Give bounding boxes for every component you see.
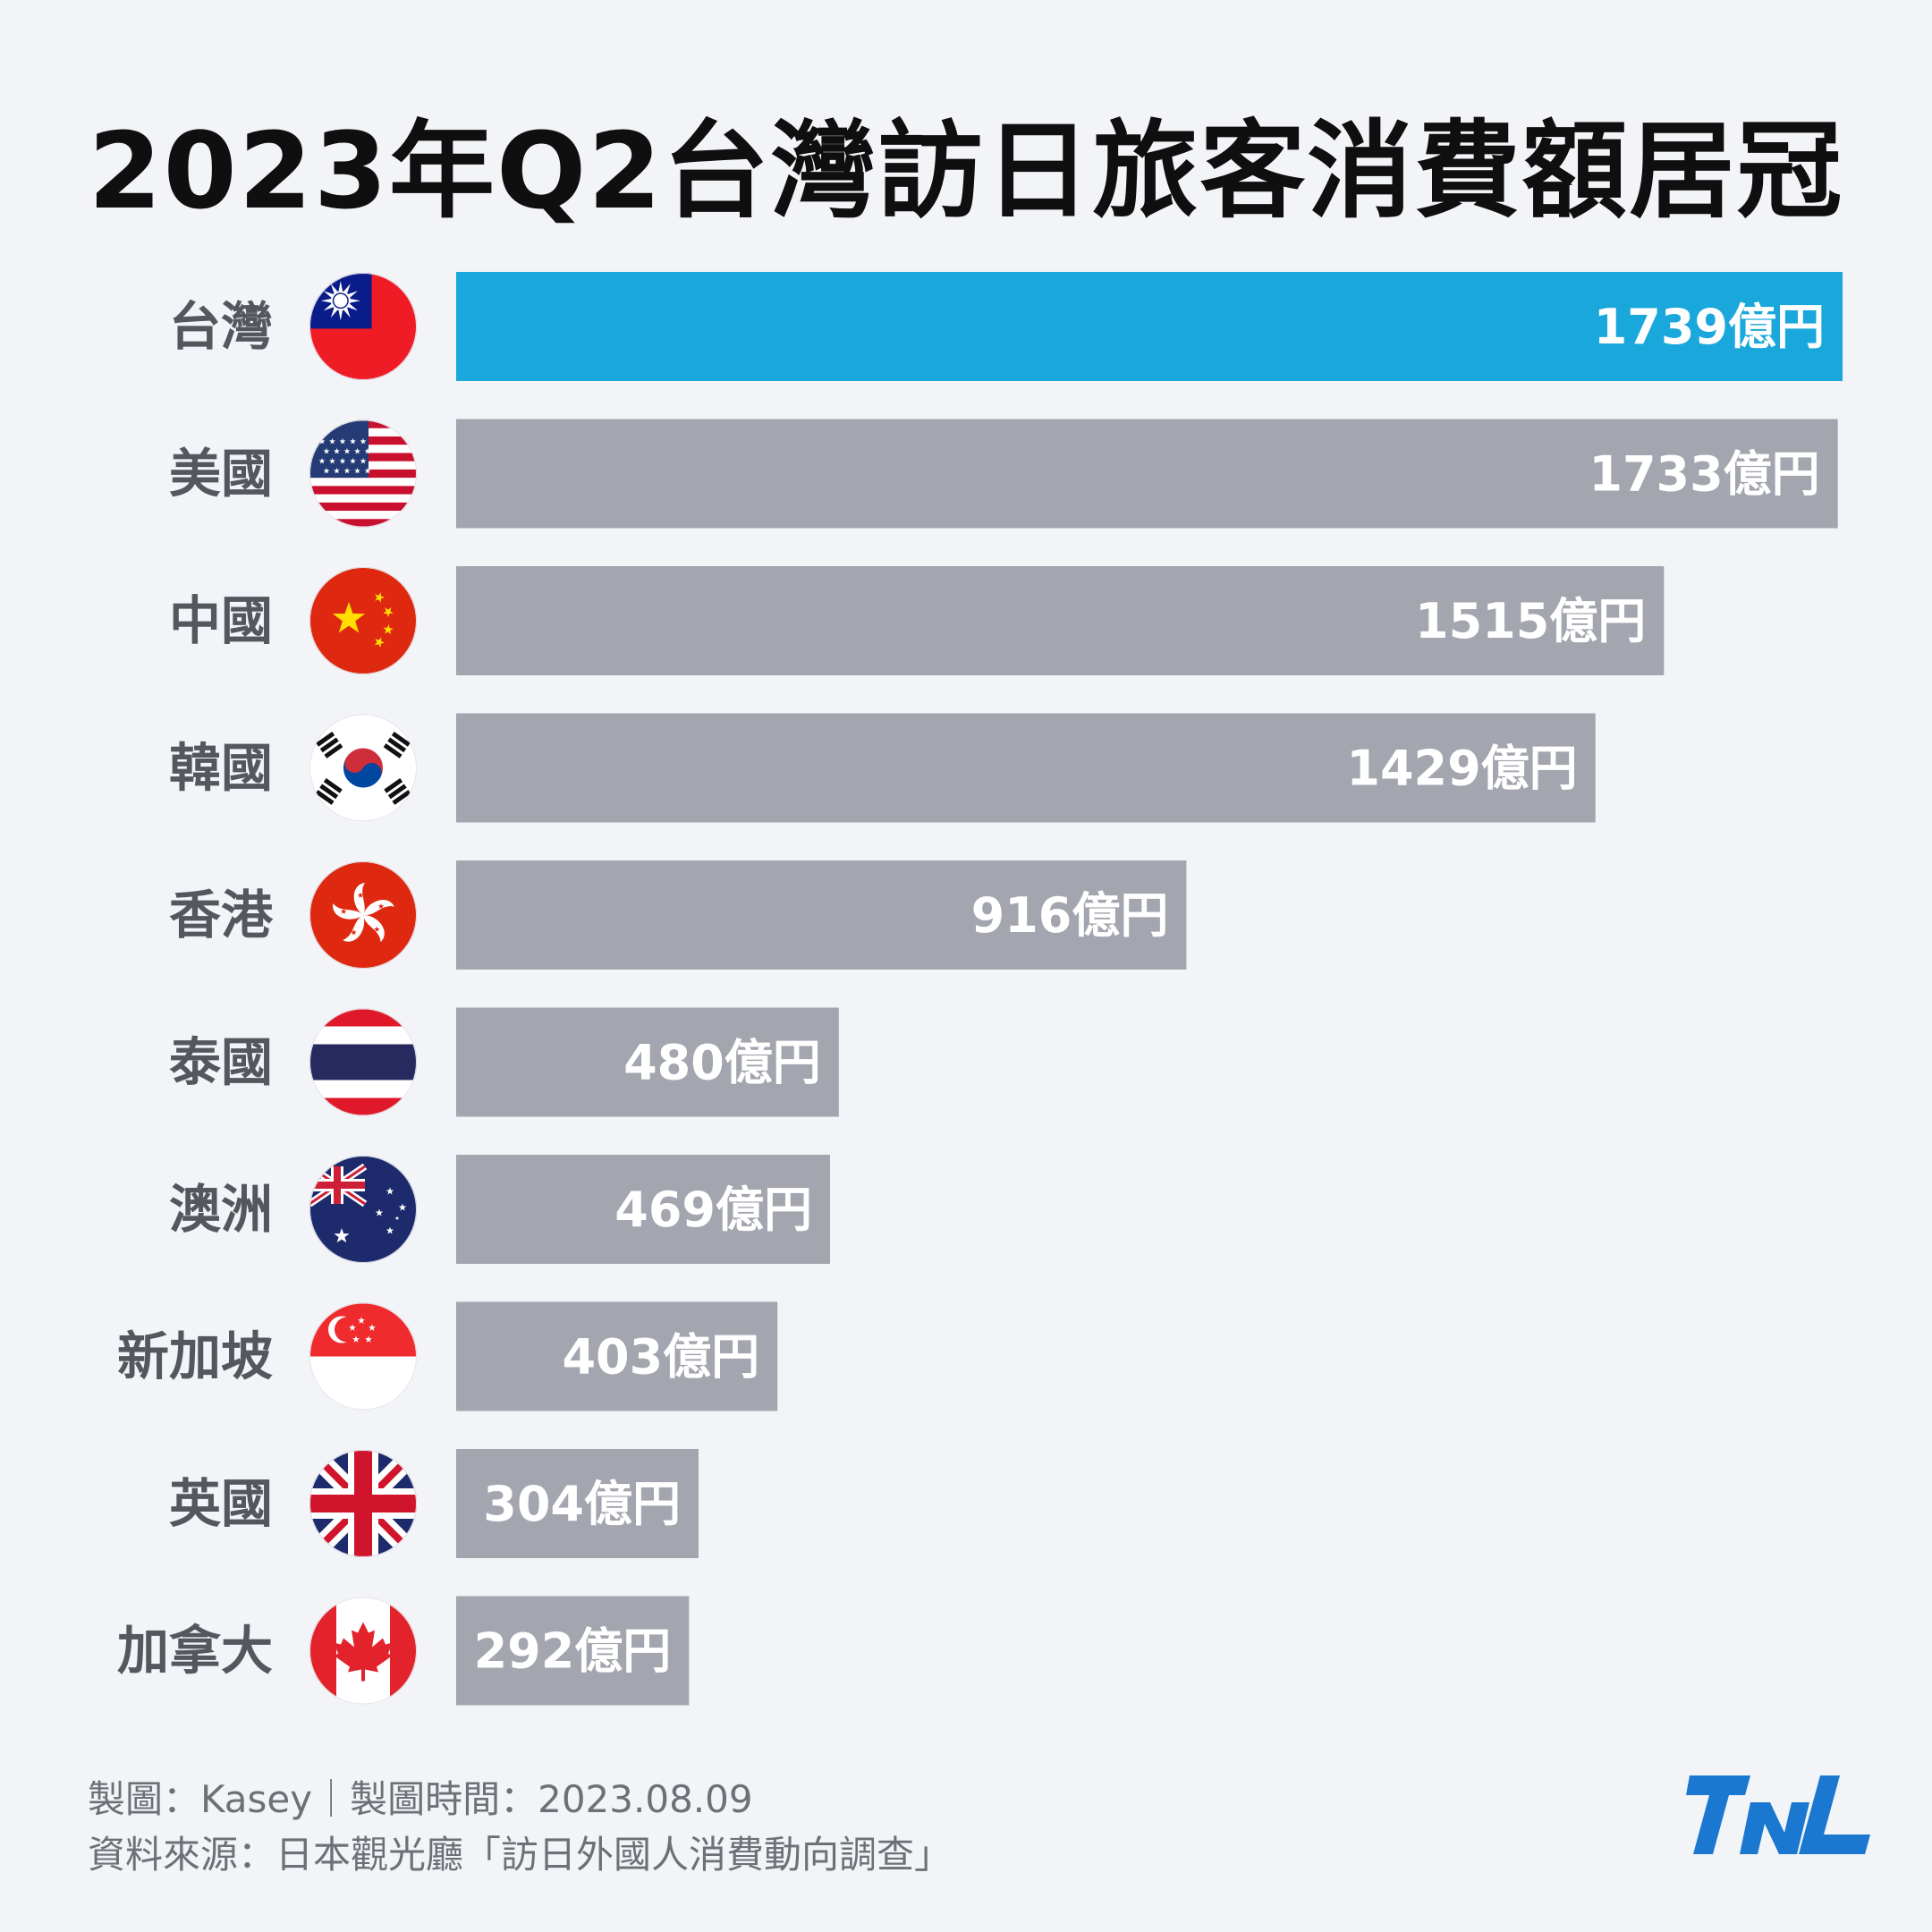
taiwan-flag-icon	[309, 273, 417, 380]
thailand-flag-icon	[309, 1008, 417, 1116]
value-label: 304億円	[483, 1476, 681, 1532]
korea-flag-icon	[309, 714, 417, 822]
bar	[456, 713, 1596, 823]
category-label: 香港	[169, 885, 274, 945]
category-label: 新加坡	[117, 1326, 273, 1387]
value-label: 480億円	[623, 1035, 821, 1091]
uk-flag-icon	[309, 1450, 417, 1557]
category-label: 台灣	[169, 296, 273, 357]
value-label: 1515億円	[1415, 593, 1646, 649]
value-label: 403億円	[562, 1329, 759, 1385]
tnl-logo	[1686, 1775, 1870, 1854]
bar	[456, 419, 1838, 529]
footer-source: 資料來源：日本觀光廳「訪日外國人消費動向調查」	[88, 1833, 953, 1877]
value-label: 1733億円	[1589, 446, 1819, 503]
bar	[456, 1007, 839, 1117]
bar	[456, 860, 1187, 970]
bar	[456, 1301, 778, 1411]
value-label: 1429億円	[1346, 741, 1577, 797]
bar	[456, 566, 1665, 675]
value-label: 916億円	[971, 887, 1169, 944]
hongkong-flag-icon	[309, 861, 417, 969]
australia-flag-icon	[309, 1156, 417, 1263]
category-label: 韓國	[169, 738, 273, 799]
bar	[456, 1596, 690, 1706]
footer-credit: 製圖：Kasey｜製圖時間：2023.08.09	[88, 1777, 753, 1821]
value-label: 292億円	[474, 1623, 672, 1680]
bar	[456, 272, 1843, 381]
page-title: 2023年Q2台灣訪日旅客消費額居冠	[88, 109, 1844, 233]
usa-flag-icon	[309, 419, 417, 528]
category-label: 加拿大	[117, 1621, 273, 1682]
bar	[456, 1155, 830, 1264]
value-label: 469億円	[614, 1182, 812, 1238]
category-label: 美國	[169, 444, 273, 504]
category-label: 英國	[169, 1473, 273, 1534]
bar	[456, 1449, 699, 1558]
singapore-flag-icon	[309, 1302, 417, 1411]
category-label: 中國	[169, 590, 273, 651]
category-label: 泰國	[169, 1032, 273, 1093]
category-label: 澳洲	[169, 1179, 273, 1240]
value-label: 1739億円	[1594, 299, 1825, 355]
china-flag-icon	[309, 567, 417, 674]
